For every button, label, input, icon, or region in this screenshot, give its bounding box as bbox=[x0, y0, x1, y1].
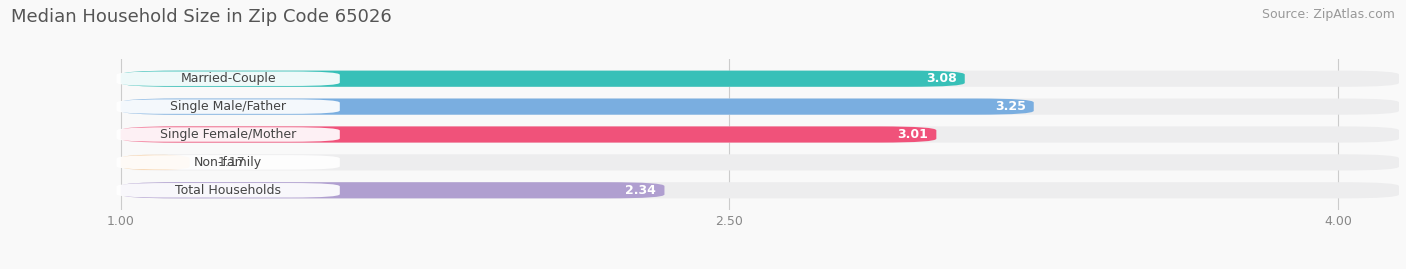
FancyBboxPatch shape bbox=[121, 71, 1399, 87]
FancyBboxPatch shape bbox=[117, 72, 340, 86]
Text: Total Households: Total Households bbox=[176, 184, 281, 197]
FancyBboxPatch shape bbox=[121, 182, 665, 198]
FancyBboxPatch shape bbox=[121, 126, 936, 143]
Text: 3.01: 3.01 bbox=[897, 128, 928, 141]
FancyBboxPatch shape bbox=[121, 98, 1033, 115]
Text: Median Household Size in Zip Code 65026: Median Household Size in Zip Code 65026 bbox=[11, 8, 392, 26]
FancyBboxPatch shape bbox=[121, 126, 1399, 143]
Text: Non-family: Non-family bbox=[194, 156, 263, 169]
FancyBboxPatch shape bbox=[121, 154, 190, 171]
Text: Married-Couple: Married-Couple bbox=[180, 72, 276, 85]
FancyBboxPatch shape bbox=[117, 127, 340, 142]
Text: 3.25: 3.25 bbox=[995, 100, 1025, 113]
FancyBboxPatch shape bbox=[117, 155, 340, 170]
FancyBboxPatch shape bbox=[121, 182, 1399, 198]
FancyBboxPatch shape bbox=[121, 98, 1399, 115]
Text: 3.08: 3.08 bbox=[927, 72, 956, 85]
FancyBboxPatch shape bbox=[117, 183, 340, 197]
Text: Single Female/Mother: Single Female/Mother bbox=[160, 128, 297, 141]
FancyBboxPatch shape bbox=[117, 99, 340, 114]
Text: 1.17: 1.17 bbox=[218, 156, 246, 169]
FancyBboxPatch shape bbox=[121, 154, 1399, 171]
Text: 2.34: 2.34 bbox=[626, 184, 657, 197]
Text: Single Male/Father: Single Male/Father bbox=[170, 100, 287, 113]
Text: Source: ZipAtlas.com: Source: ZipAtlas.com bbox=[1261, 8, 1395, 21]
FancyBboxPatch shape bbox=[121, 71, 965, 87]
